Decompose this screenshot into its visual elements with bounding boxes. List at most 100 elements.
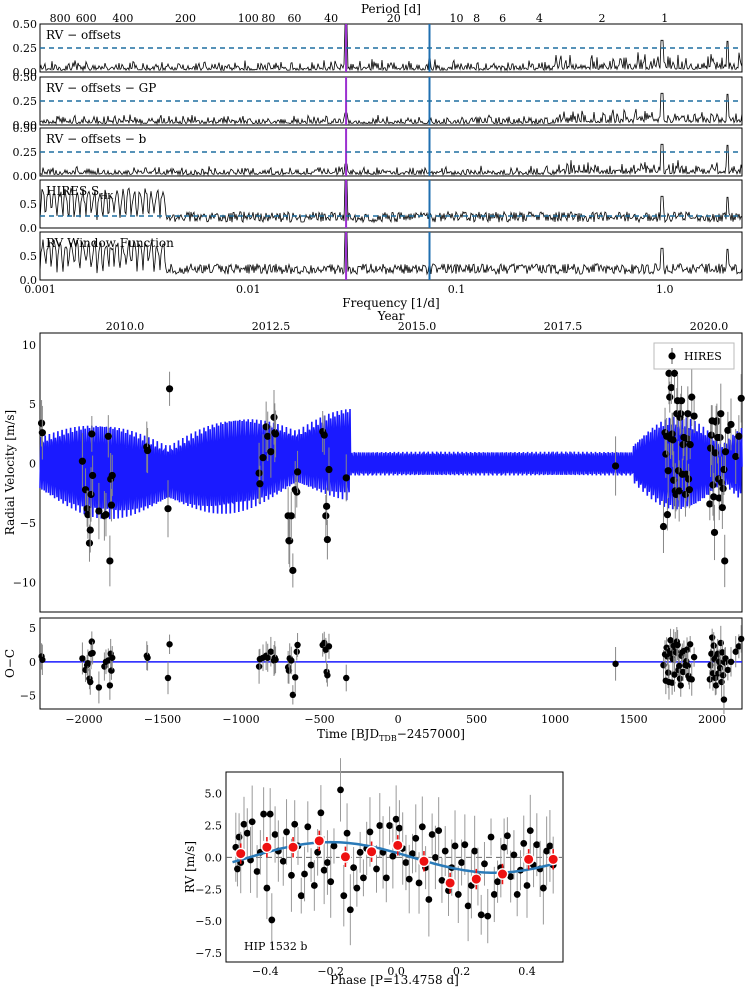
rv-data-point [684,410,692,418]
phase-data-point [503,832,511,840]
periodogram-y-tick-label: 0.00 [13,170,38,183]
rv-data-point [664,467,672,475]
phase-y-tick-label: −2.5 [195,883,222,896]
phase-data-point [546,842,554,850]
rv-data-point [270,413,278,421]
phase-data-point [487,833,495,841]
residual-data-point [706,676,714,683]
rv-data-point [686,441,694,449]
residual-data-point [164,674,172,682]
rv-data-point [323,535,331,544]
phase-data-point [402,859,410,866]
time-tick-label: 0 [395,713,402,726]
rv-data-point [88,430,96,438]
phase-data-point [248,818,256,826]
residual-data-point [166,641,173,648]
rv-data-point [719,484,727,493]
frequency-tick-label: 0.1 [448,283,466,296]
residual-data-point [708,650,715,657]
residual-data-point [612,660,619,668]
binned-data-point [418,855,430,868]
phase-data-point [366,828,374,836]
phase-y-axis-label: RV [m/s] [183,841,197,893]
periodogram-y-tick-label: 0.50 [13,18,38,31]
phase-data-point [337,786,344,794]
phase-data-point [490,891,498,898]
phase-data-point [283,828,290,836]
phase-data-point [263,884,271,892]
top-tick-label: 200 [175,12,196,25]
phase-data-point [243,829,251,837]
phase-data-point [431,854,439,861]
phase-data-point [350,864,358,872]
residual-data-point [87,678,94,686]
phase-data-point [510,851,518,859]
phase-data-point [435,827,443,835]
rv-data-point [688,393,696,401]
periodogram-y-tick-label: 0.00 [13,119,38,132]
rv-data-point [706,444,715,452]
rv-data-point [690,412,698,420]
frequency-tick-label: 0.01 [236,283,261,296]
binned-data-point [339,850,352,863]
residual-data-point [674,641,681,649]
residual-data-point [294,641,301,649]
residual-data-point [667,637,674,644]
phase-y-tick-label: 2.5 [205,820,223,833]
phase-data-point [454,891,462,898]
rv-data-point [737,394,745,402]
rv-data-point [710,528,719,537]
binned-data-point [391,839,404,852]
top-tick-label: 400 [112,12,133,25]
time-axis-label-main: Time [BJD [317,727,379,741]
rv-legend: HIRES [653,342,735,370]
phase-data-point [494,878,501,886]
rv-data-point [37,419,46,427]
phase-data-point [523,882,531,889]
rv-data-point [707,431,715,439]
rv-data-point [710,493,718,501]
periodogram-panel-title: RV Window Function [46,236,174,250]
residual-data-point [718,678,725,686]
frequency-tick-label: 0.001 [24,283,56,296]
residual-y-axis-label: O−C [3,649,17,678]
time-tick-label: −1000 [222,713,259,726]
periodogram-spectrum [39,24,743,73]
rv-y-tick-label: 5 [29,398,36,411]
phase-data-point [343,829,351,837]
residual-data-point [292,674,299,681]
periodogram-y-tick-label: 0.0 [20,274,38,287]
periodogram-y-tick-label: 0.25 [13,146,38,159]
residual-data-point [719,672,727,679]
rv-data-point [264,432,272,440]
phase-data-point [271,831,279,838]
rv-data-point [666,393,674,401]
phase-data-point [458,859,465,866]
rv-data-point [104,432,112,440]
phase-data-point [389,852,397,860]
binned-data-point [365,845,378,858]
rv-data-point [677,410,685,418]
residual-data-point [684,662,692,670]
phase-data-point [477,911,485,919]
phase-panel-frame [225,771,564,963]
rv-data-point [289,566,297,575]
rv-data-point [107,501,116,509]
phase-data-point [307,861,315,869]
rv-data-point [675,487,683,495]
rv-data-point [106,557,114,565]
phase-data-point [526,827,534,835]
rv-data-point [685,475,693,483]
residual-data-point [285,667,293,674]
phase-axis-label: Phase [P=13.4758 d] [330,973,459,987]
residual-data-point [289,691,297,699]
periodogram-y-tick-label: 0.0 [20,222,38,235]
top-tick-label: 20 [387,12,401,25]
residual-data-point [710,642,717,649]
year-tick-label: 2017.5 [544,320,583,333]
residual-data-point [325,643,333,650]
residual-data-point [683,646,691,653]
periodogram-panel-title: HIRES S [46,184,99,198]
rv-data-point [259,454,267,462]
rv-data-point [706,500,714,508]
